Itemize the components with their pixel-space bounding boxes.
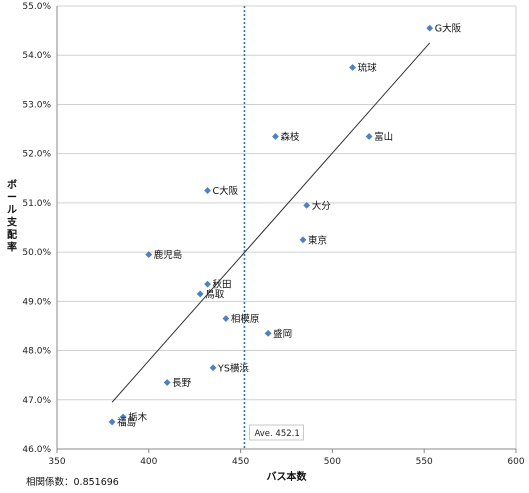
data-point	[196, 290, 204, 298]
data-point	[222, 315, 230, 322]
data-point	[303, 201, 311, 209]
point-label: 福島	[117, 416, 136, 428]
data-point	[108, 418, 116, 426]
point-label: 琉球	[358, 62, 378, 74]
y-tick-label: 46.0%	[22, 445, 51, 455]
y-tick-label: 53.0%	[22, 100, 51, 110]
point-label: 森枝	[280, 131, 300, 143]
point-label: C大阪	[213, 185, 239, 197]
y-tick-label: 55.0%	[22, 2, 51, 12]
point-label: YS横浜	[217, 362, 249, 374]
average-label: Ave. 452.1	[254, 429, 299, 439]
point-label: 東京	[308, 234, 327, 246]
data-points	[108, 24, 434, 426]
point-label: 栃木	[128, 412, 148, 424]
x-tick-label: 400	[140, 457, 157, 467]
correlation-coefficient: 相関係数：0.851696	[26, 477, 119, 488]
y-tick-label: 48.0%	[22, 347, 51, 357]
x-tick-label: 450	[232, 457, 249, 467]
data-point	[264, 329, 272, 337]
data-point	[426, 24, 434, 32]
point-label: 鹿児島	[154, 249, 183, 261]
data-point	[145, 251, 153, 258]
point-label: 秋田	[213, 279, 232, 291]
x-tick-label: 600	[507, 457, 524, 467]
data-point	[163, 379, 171, 386]
point-label: 大分	[312, 200, 332, 212]
average-label-box: Ave. 452.1	[249, 424, 304, 441]
x-tick-label: 550	[416, 457, 433, 467]
point-label: G大阪	[435, 23, 462, 35]
y-axis-title: ボール支配率	[6, 178, 18, 254]
trendline	[111, 42, 431, 403]
x-axis-title: バス本数	[267, 470, 308, 483]
data-point	[299, 236, 307, 244]
x-tick-labels: 350 400 450 500 550 600	[48, 449, 525, 467]
y-tick-label: 50.0%	[22, 248, 51, 258]
point-label: 相模原	[231, 313, 260, 325]
y-tick-labels: 46.0% 47.0% 48.0% 49.0% 50.0% 51.0% 52.0% 53.0%…	[22, 2, 51, 455]
point-label: 長野	[172, 378, 192, 389]
y-tick-label: 49.0%	[22, 297, 51, 307]
data-point	[365, 133, 373, 140]
data-point	[204, 187, 211, 194]
point-label: 鳥取	[205, 288, 225, 300]
y-tick-label: 54.0%	[22, 51, 51, 61]
data-point	[272, 133, 279, 140]
y-tick-label: 52.0%	[22, 150, 51, 160]
gridlines	[57, 5, 517, 450]
y-tick-label: 51.0%	[22, 199, 51, 209]
point-label: 盛岡	[273, 328, 292, 340]
y-tick-label: 47.0%	[22, 396, 51, 406]
data-point	[119, 413, 127, 421]
x-tick-label: 350	[48, 457, 65, 467]
data-point	[204, 280, 211, 288]
x-tick-label: 500	[324, 457, 341, 467]
point-label: 富山	[374, 131, 393, 143]
data-point	[209, 364, 217, 372]
data-point	[349, 64, 356, 71]
